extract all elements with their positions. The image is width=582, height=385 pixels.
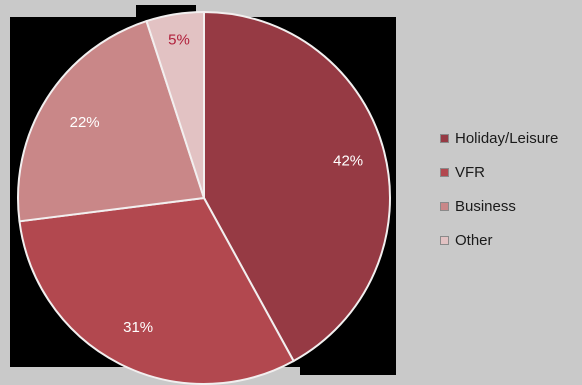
data-label-business: 22% [70,114,100,131]
pie-slice-holiday-leisure [203,10,391,363]
pie-slice-other [145,10,205,199]
legend-swatch [440,167,449,177]
legend-label: VFR [455,163,485,181]
pie-slice-business [17,19,206,223]
legend-item-holiday-leisure: Holiday/Leisure [440,121,558,155]
chart-backdrop-extension [300,355,396,375]
data-label-other: 5% [168,32,190,49]
legend-item-vfr: VFR [440,155,558,189]
data-label-holiday-leisure: 42% [333,152,363,169]
legend-swatch [440,235,449,245]
legend-item-business: Business [440,189,558,223]
legend-item-other: Other [440,223,558,257]
legend-label: Business [455,197,516,215]
pie-slices [17,10,391,385]
legend-swatch [440,133,449,143]
legend: Holiday/Leisure VFR Business Other [440,121,558,257]
legend-label: Other [455,231,493,249]
pie-slice-vfr [18,196,295,385]
legend-swatch [440,201,449,211]
legend-label: Holiday/Leisure [455,129,559,147]
data-label-vfr: 31% [123,319,153,336]
pie-labels: 42% 31% 22% 5% [70,32,364,336]
